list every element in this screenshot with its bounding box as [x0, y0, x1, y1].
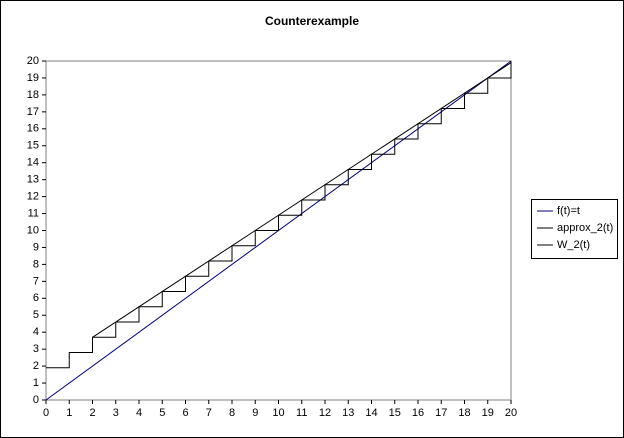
x-tick-label: 8 — [229, 407, 235, 419]
legend-label: f(t)=t — [557, 205, 580, 217]
x-tick-label: 5 — [159, 407, 165, 419]
series-line — [92, 62, 512, 338]
y-tick-label: 0 — [33, 394, 39, 406]
y-tick-label: 5 — [33, 309, 39, 321]
y-tick-label: 8 — [33, 258, 39, 270]
legend-label: W_2(t) — [557, 239, 590, 251]
x-tick-label: 14 — [365, 407, 377, 419]
x-tick-label: 6 — [182, 407, 188, 419]
y-tick-label: 1 — [33, 377, 39, 389]
x-tick-label: 0 — [43, 407, 49, 419]
y-tick-label: 16 — [27, 123, 39, 135]
x-tick-label: 15 — [389, 407, 401, 419]
y-tick-label: 7 — [33, 275, 39, 287]
x-tick-label: 7 — [206, 407, 212, 419]
x-tick-label: 3 — [113, 407, 119, 419]
y-tick-label: 3 — [33, 343, 39, 355]
x-tick-label: 16 — [412, 407, 424, 419]
x-tick-label: 11 — [296, 407, 307, 419]
y-tick-label: 14 — [27, 157, 39, 169]
y-tick-label: 13 — [27, 174, 39, 186]
y-tick-label: 12 — [27, 191, 39, 203]
y-tick-label: 11 — [28, 207, 39, 219]
x-tick-label: 20 — [505, 407, 517, 419]
y-tick-label: 2 — [33, 360, 39, 372]
y-tick-label: 20 — [27, 55, 39, 67]
x-tick-label: 2 — [89, 407, 95, 419]
y-tick-label: 19 — [27, 72, 39, 84]
x-tick-label: 19 — [482, 407, 494, 419]
x-tick-label: 9 — [252, 407, 258, 419]
y-tick-label: 10 — [27, 224, 39, 236]
x-tick-label: 13 — [342, 407, 354, 419]
y-tick-label: 4 — [33, 326, 39, 338]
y-tick-label: 6 — [33, 292, 39, 304]
x-tick-label: 10 — [272, 407, 284, 419]
y-tick-label: 18 — [27, 89, 39, 101]
x-tick-label: 17 — [435, 407, 447, 419]
x-tick-label: 18 — [458, 407, 470, 419]
x-tick-label: 12 — [319, 407, 331, 419]
legend — [531, 199, 618, 259]
y-tick-label: 9 — [33, 241, 39, 253]
chart-title: Counterexample — [265, 14, 359, 28]
x-tick-label: 4 — [136, 407, 142, 419]
x-tick-label: 1 — [66, 407, 72, 419]
legend-label: approx_2(t) — [557, 222, 613, 234]
y-tick-label: 17 — [27, 106, 39, 118]
y-tick-label: 15 — [27, 140, 39, 152]
